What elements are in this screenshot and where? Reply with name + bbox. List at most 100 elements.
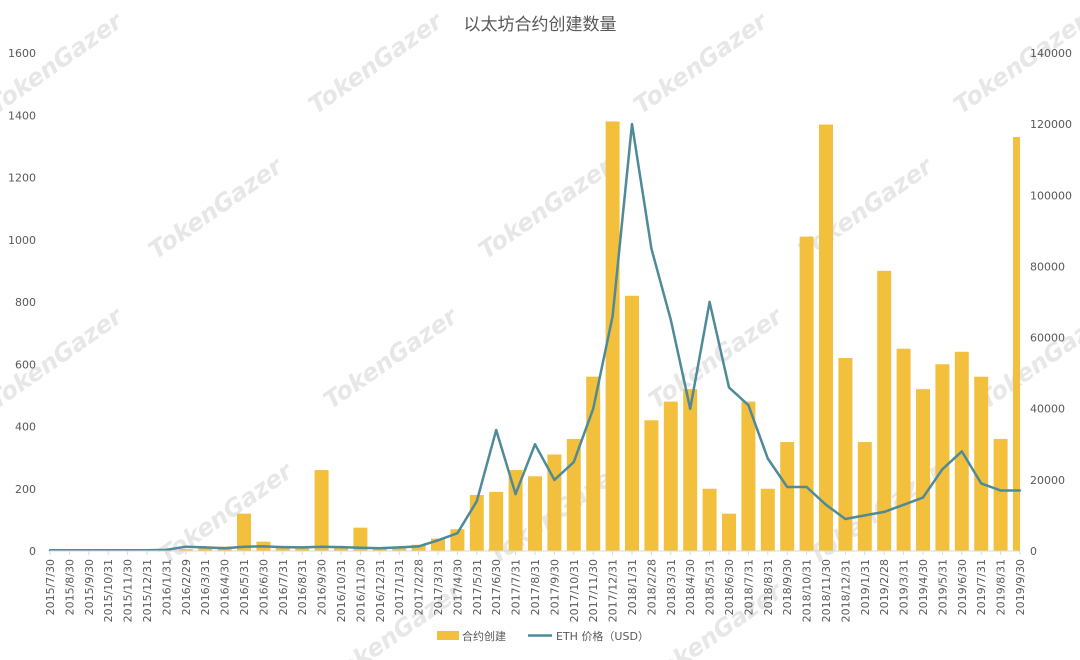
- bar-mark: [857, 442, 872, 551]
- bar-mark: [702, 488, 717, 551]
- eth-price-point: [650, 247, 653, 250]
- eth-price-point: [630, 122, 634, 126]
- bar-mark: [974, 376, 989, 551]
- x-tick-label: 2016/9/30: [316, 559, 329, 615]
- bar-mark: [896, 348, 911, 551]
- x-tick-label: 2016/1/31: [160, 559, 173, 615]
- eth-price-point: [921, 496, 925, 499]
- eth-price-point: [436, 539, 440, 542]
- eth-price-point: [378, 546, 381, 550]
- x-tick-label: 2018/9/30: [781, 559, 794, 615]
- x-tick-label: 2017/7/31: [510, 559, 523, 615]
- eth-price-point: [339, 545, 343, 549]
- x-tick-label: 2018/1/31: [626, 559, 639, 615]
- eth-price-point: [844, 517, 847, 521]
- x-tick-label: 2018/2/28: [645, 559, 658, 615]
- x-tick-label: 2016/8/31: [296, 559, 309, 615]
- x-tick-label: 2019/1/31: [859, 559, 872, 615]
- eth-price-point: [863, 514, 866, 517]
- eth-price-point: [805, 485, 808, 489]
- y-left-tick-label: 200: [15, 483, 36, 496]
- eth-price-point: [398, 546, 401, 549]
- legend[interactable]: 合约创建 ETH 价格（USD）: [437, 629, 649, 643]
- bar-mark: [353, 527, 368, 551]
- bar-mark: [625, 295, 639, 551]
- bar-mark: [780, 442, 795, 551]
- x-tick-label: 2019/7/31: [975, 559, 988, 615]
- x-tick-label: 2019/5/31: [936, 559, 949, 615]
- legend-line-label: ETH 价格（USD）: [556, 629, 649, 643]
- eth-price-point: [475, 500, 478, 503]
- eth-price-point: [960, 450, 963, 453]
- bar-series: [159, 121, 1020, 552]
- y-left-tick-label: 800: [15, 296, 36, 309]
- eth-price-point: [204, 546, 207, 549]
- eth-price-point: [689, 407, 692, 410]
- bar-mark: [547, 454, 562, 551]
- x-tick-label: 2019/8/31: [995, 559, 1008, 615]
- x-tick-label: 2017/12/31: [607, 559, 620, 622]
- legend-bar-label: 合约创建: [462, 629, 506, 643]
- eth-price-point: [533, 443, 537, 446]
- eth-price-point: [184, 545, 187, 548]
- eth-price-point: [766, 457, 769, 460]
- x-tick-label: 2018/3/31: [665, 559, 678, 615]
- x-tick-label: 2016/2/29: [180, 559, 193, 615]
- bar-mark: [392, 547, 407, 551]
- bar-mark: [877, 270, 892, 551]
- y-right-tick-label: 40000: [1030, 403, 1065, 416]
- y-left-tick-label: 400: [15, 421, 36, 434]
- x-tick-label: 2016/5/31: [238, 559, 251, 615]
- x-tick-label: 2018/4/30: [684, 559, 697, 615]
- eth-price-point: [514, 492, 517, 496]
- x-tick-label: 2015/10/31: [102, 559, 115, 622]
- bar-mark: [819, 124, 833, 552]
- bar-mark: [1013, 137, 1020, 551]
- x-tick-label: 2017/6/30: [490, 559, 503, 615]
- bar-mark: [198, 548, 213, 551]
- x-tick-label: 2015/9/30: [83, 559, 96, 615]
- x-tick-label: 2017/3/31: [432, 559, 445, 615]
- x-tick-label: 2018/11/30: [820, 559, 833, 622]
- left-axis: 0 200 400 600 800 1000 1200 1400 1600: [8, 47, 36, 558]
- bar-mark: [334, 547, 348, 551]
- bar-mark: [314, 470, 329, 551]
- eth-price-point: [223, 546, 226, 550]
- bar-mark: [295, 547, 310, 551]
- bar-mark: [411, 544, 426, 551]
- x-tick-label: 2019/3/31: [898, 559, 911, 615]
- legend-bar-swatch: [437, 631, 459, 640]
- y-right-tick-label: 80000: [1030, 260, 1065, 273]
- x-tick-label: 2018/5/31: [704, 559, 717, 615]
- x-tick-label: 2019/4/30: [917, 559, 930, 615]
- bar-mark: [993, 438, 1008, 551]
- chart-title: 以太坊合约创建数量: [464, 15, 617, 35]
- bar-mark: [799, 236, 814, 551]
- x-tick-label: 2017/9/30: [548, 559, 561, 615]
- y-left-tick-label: 1200: [8, 172, 36, 185]
- eth-price-point: [747, 403, 750, 407]
- bar-mark: [722, 513, 736, 551]
- bar-mark: [489, 491, 504, 551]
- x-tick-label: 2016/12/31: [374, 559, 387, 622]
- eth-price-point: [999, 489, 1002, 492]
- bar-mark: [605, 121, 620, 551]
- eth-price-point: [1018, 489, 1022, 492]
- eth-price-point: [902, 503, 905, 506]
- eth-price-point: [824, 503, 828, 506]
- x-tick-label: 2017/4/30: [451, 559, 464, 615]
- x-tick-label: 2015/8/30: [63, 559, 76, 615]
- eth-price-point: [980, 482, 983, 485]
- x-tick-label: 2019/6/30: [956, 559, 969, 615]
- bar-mark: [644, 420, 659, 551]
- bar-mark: [237, 513, 251, 551]
- eth-price-point: [786, 485, 789, 489]
- x-tick-label: 2019/9/30: [1014, 559, 1027, 615]
- y-left-tick-label: 600: [15, 358, 36, 371]
- eth-price-point: [242, 545, 246, 548]
- bar-mark: [916, 389, 930, 551]
- eth-price-point: [359, 546, 362, 549]
- eth-price-point: [456, 532, 459, 535]
- y-left-tick-label: 1600: [8, 47, 36, 60]
- bar-mark: [528, 476, 542, 551]
